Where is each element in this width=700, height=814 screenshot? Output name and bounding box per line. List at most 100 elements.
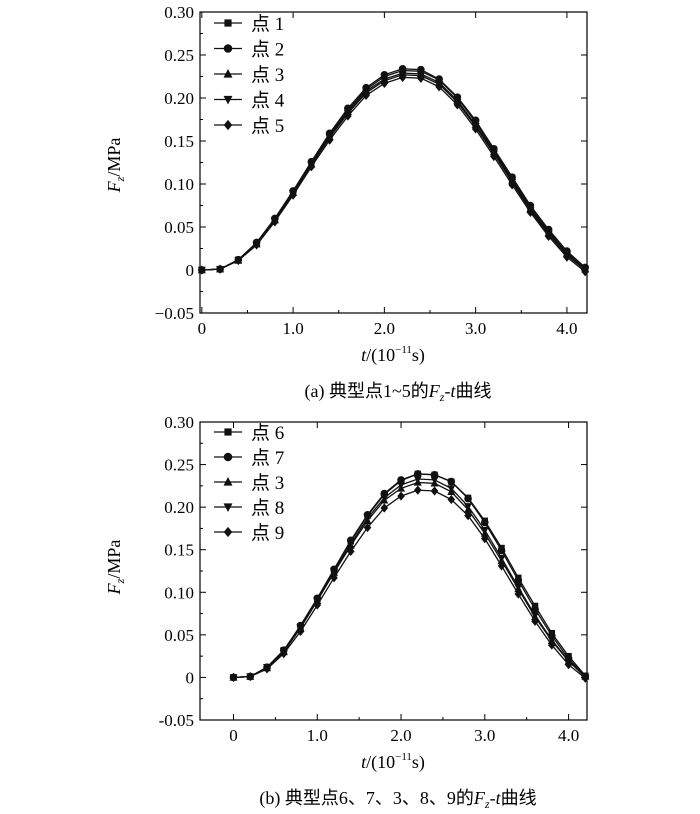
data-point [344, 111, 352, 121]
data-point [289, 190, 297, 200]
legend-item: 点 5 [214, 115, 284, 137]
legend-item: 点 1 [214, 13, 284, 35]
y-tick-label: 0.05 [164, 626, 194, 645]
chart-panel-b: -0.05 0 0.05 0.10 0.15 0.20 0.25 0.30 0 1.0 2.0 3.0… [0, 407, 700, 814]
data-point [563, 252, 571, 262]
x-tick-label: 3.0 [465, 319, 486, 338]
y-tick-label: 0.05 [164, 218, 194, 237]
x-tick-label: 1.0 [282, 319, 303, 338]
y-tick-label: 0.15 [164, 541, 194, 560]
series-line [201, 76, 586, 273]
data-point [325, 135, 334, 145]
legend-label: 点 3 [251, 472, 284, 494]
legend-item: 点 3 [214, 472, 284, 494]
data-point [464, 494, 472, 503]
data-point [497, 561, 506, 571]
data-point [397, 481, 406, 490]
legend-label: 点 1 [251, 13, 284, 35]
data-point [307, 162, 316, 172]
y-axis-label: Fz/MPa [104, 540, 127, 596]
chart-panel-a: −0.05 0 0.05 0.10 0.15 0.20 0.25 0.30 0 1.0 2.0 3.0… [104, 3, 590, 404]
series-5 [198, 72, 589, 277]
series-line [233, 473, 586, 679]
data-point [497, 555, 506, 563]
data-point [490, 151, 498, 162]
data-point [398, 72, 407, 82]
x-axis-label: t/(10−11s) [361, 344, 425, 366]
legend-item: 点 6 [214, 422, 284, 444]
data-point [279, 648, 288, 659]
y-tick-label: 0.25 [164, 456, 194, 475]
legend-marker [224, 19, 232, 27]
data-point [413, 485, 422, 495]
data-point [363, 522, 372, 533]
legend-label: 点 2 [251, 39, 284, 61]
data-point [581, 673, 590, 683]
data-point [430, 470, 439, 479]
data-point [397, 491, 405, 501]
legend-marker [223, 119, 233, 131]
x-tick-label: 0 [229, 726, 238, 745]
legend-marker [223, 477, 233, 486]
data-point [514, 583, 523, 592]
x-tick-label: 2.0 [390, 726, 411, 745]
y-tick-label: 0 [186, 668, 195, 687]
data-point [480, 526, 489, 535]
y-tick-label: 0.20 [164, 89, 194, 108]
data-point [508, 180, 516, 190]
x-tick-label: 0 [198, 319, 207, 338]
data-point [413, 470, 422, 478]
data-point [263, 664, 271, 674]
data-point [417, 73, 425, 83]
y-tick-label: −0.05 [155, 304, 194, 323]
data-point [453, 100, 462, 110]
legend-label: 点 4 [251, 90, 285, 112]
data-point [380, 494, 389, 503]
data-point [216, 264, 224, 274]
legend-label: 点 9 [251, 522, 284, 544]
series-line [233, 478, 586, 679]
data-point [581, 267, 589, 277]
legend-marker [223, 452, 233, 462]
x-tick-label: 3.0 [474, 726, 495, 745]
data-point [313, 600, 322, 610]
data-point [544, 231, 553, 242]
legend-item: 点 2 [214, 39, 284, 61]
legend-marker [224, 428, 232, 436]
legend-label: 点 3 [251, 64, 284, 86]
data-point [564, 660, 573, 670]
data-point [198, 265, 206, 275]
legend-label: 点 6 [251, 422, 284, 444]
data-point [430, 486, 439, 496]
data-point [497, 546, 506, 555]
series-line [233, 489, 586, 679]
data-point [234, 255, 243, 266]
data-point [471, 124, 480, 134]
legend-item: 点 7 [214, 447, 284, 469]
legend-item: 点 8 [214, 497, 284, 519]
data-point [363, 515, 372, 523]
y-tick-label: 0 [186, 261, 195, 280]
series-line [201, 68, 586, 271]
y-tick-label: 0.10 [164, 175, 194, 194]
legend-marker [223, 95, 233, 105]
data-point [296, 626, 305, 637]
y-tick-label: 0.15 [164, 132, 194, 151]
data-point [271, 217, 279, 227]
legend-label: 点 8 [251, 497, 284, 519]
data-point [531, 612, 540, 620]
data-point [252, 240, 261, 250]
legend-item: 点 9 [214, 522, 284, 544]
data-point [346, 540, 355, 549]
y-tick-label: 0.30 [164, 413, 194, 432]
x-tick-label: 4.0 [558, 726, 579, 745]
legend-marker [223, 503, 233, 512]
legend-marker [223, 44, 233, 53]
data-point [531, 616, 539, 626]
data-point [413, 475, 422, 484]
figure-caption: (b) 典型点6、7、3、8、9的Fz-t曲线 [259, 788, 536, 811]
data-point [481, 518, 489, 527]
figure-caption: (a) 典型点1~5的Fz-t曲线 [305, 381, 492, 404]
y-tick-label: 0.20 [164, 498, 194, 517]
